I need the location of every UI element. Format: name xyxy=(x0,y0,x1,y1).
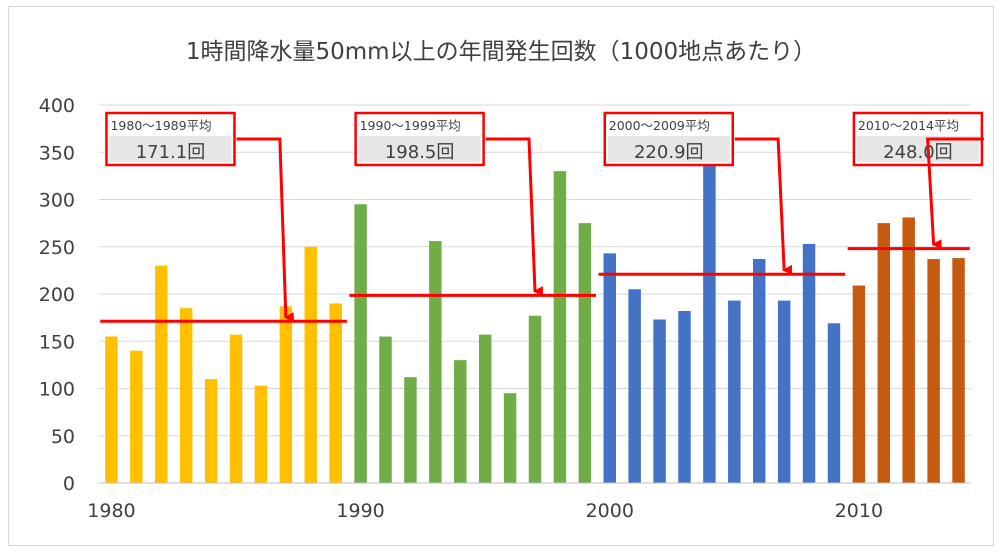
y-tick-label: 150 xyxy=(39,331,75,353)
bar xyxy=(279,306,293,483)
average-callout-value-bg xyxy=(358,136,481,162)
y-tick-label: 100 xyxy=(39,379,75,401)
y-tick-label: 200 xyxy=(39,284,75,306)
chart-frame: 1時間降水量50mm以上の年間発生回数（1000地点あたり） 0 50 100 150… xyxy=(8,6,994,546)
bar xyxy=(578,223,592,483)
bar xyxy=(329,303,342,483)
bar xyxy=(902,217,915,483)
bar xyxy=(678,311,691,483)
average-callout-label: 2010〜2014平均 xyxy=(858,118,959,133)
bar xyxy=(179,308,193,483)
bar xyxy=(827,323,841,483)
bar xyxy=(528,315,542,483)
bar xyxy=(304,246,317,483)
bar xyxy=(105,336,118,483)
bar xyxy=(927,259,940,483)
bar xyxy=(204,379,218,483)
y-axis: 0 50 100 150 200 250 300 350 400 xyxy=(39,95,75,495)
average-arrow xyxy=(734,137,793,275)
bar xyxy=(478,334,492,483)
chart-title: 1時間降水量50mm以上の年間発生回数（1000地点あたり） xyxy=(186,39,816,65)
average-callout-value: 171.1回 xyxy=(136,142,206,163)
bar xyxy=(852,285,866,483)
bar xyxy=(229,334,243,483)
average-callout-label: 1990〜1999平均 xyxy=(360,118,461,133)
x-tick-label: 2010 xyxy=(835,500,883,522)
average-callout-value: 248.0回 xyxy=(883,142,953,163)
bar xyxy=(553,171,567,483)
average-callout-value-bg xyxy=(607,136,730,162)
y-tick-label: 350 xyxy=(39,142,75,164)
average-callout-value: 198.5回 xyxy=(385,142,455,163)
y-tick-label: 400 xyxy=(39,95,75,117)
bar xyxy=(952,258,965,483)
x-axis: 1980 1990 2000 2010 xyxy=(87,482,971,522)
bar xyxy=(503,393,517,483)
bar xyxy=(802,243,816,483)
average-arrow xyxy=(926,137,984,250)
bar xyxy=(130,350,143,483)
x-tick-label: 2000 xyxy=(586,500,634,522)
bar xyxy=(155,265,168,483)
bar xyxy=(454,360,467,483)
x-tick-label: 1990 xyxy=(336,500,384,522)
average-arrow xyxy=(236,137,295,323)
bar xyxy=(728,300,741,483)
average-callout-value: 220.9回 xyxy=(634,142,704,163)
rainfall-bar-chart: 1時間降水量50mm以上の年間発生回数（1000地点あたり） 0 50 100 150… xyxy=(39,39,984,522)
bar xyxy=(603,253,616,483)
average-callout-value-bg xyxy=(109,136,232,162)
bar xyxy=(777,300,791,483)
average-callout-label: 1980〜1989平均 xyxy=(110,118,211,133)
bar xyxy=(753,259,766,483)
average-callout-label: 2000〜2009平均 xyxy=(609,118,710,133)
bar xyxy=(404,377,417,483)
bar xyxy=(653,319,666,483)
bar xyxy=(254,385,268,483)
bar xyxy=(379,336,392,483)
average-arrow xyxy=(485,137,544,297)
y-tick-label: 300 xyxy=(39,190,75,212)
bar xyxy=(877,223,891,483)
bar xyxy=(628,289,641,483)
bars xyxy=(105,156,965,483)
x-tick-label: 1980 xyxy=(87,500,135,522)
annotations: 1980〜1989平均 171.1回 1990〜1999平均 198.5回 2000〜2… xyxy=(100,111,984,323)
bar xyxy=(429,241,442,483)
y-tick-label: 250 xyxy=(39,237,75,259)
bar xyxy=(354,204,367,483)
bar xyxy=(703,156,716,483)
y-tick-label: 50 xyxy=(51,426,75,448)
y-tick-label: 0 xyxy=(63,473,75,495)
